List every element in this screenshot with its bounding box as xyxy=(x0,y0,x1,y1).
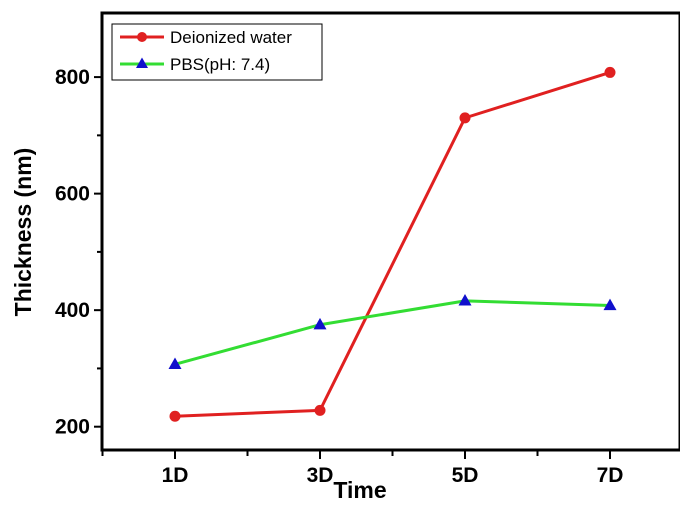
x-tick-label: 7D xyxy=(597,464,624,487)
data-point-deionized-water xyxy=(459,112,471,124)
legend-label-deionized-water: Deionized water xyxy=(170,28,292,47)
legend-marker-pbs xyxy=(136,57,148,68)
y-tick-label: 400 xyxy=(55,299,90,322)
series-line-deionized-water xyxy=(174,71,611,418)
legend: Deionized water PBS(pH: 7.4) xyxy=(111,23,323,81)
y-tick-label: 600 xyxy=(55,183,90,206)
y-tick-label: 800 xyxy=(55,66,90,89)
x-axis-title: Time xyxy=(333,477,386,503)
x-tick-label: 1D xyxy=(162,464,189,487)
series-layer xyxy=(168,66,617,422)
y-tick-label: 200 xyxy=(55,416,90,439)
series-line-pbs xyxy=(174,299,611,366)
x-tick-label: 5D xyxy=(452,464,479,487)
legend-marker-deionized-water xyxy=(137,32,147,42)
data-point-deionized-water xyxy=(604,66,616,78)
plot-frame xyxy=(100,11,680,452)
data-point-pbs xyxy=(458,294,472,306)
data-point-deionized-water xyxy=(314,404,326,416)
data-point-deionized-water xyxy=(169,410,181,422)
y-axis-title: Thickness (nm) xyxy=(10,148,36,317)
x-axis: 1D 3D 5D 7D xyxy=(101,450,624,487)
data-point-pbs xyxy=(168,357,182,369)
y-axis: 200 400 600 800 xyxy=(55,66,102,439)
legend-box xyxy=(111,23,323,81)
data-point-pbs xyxy=(603,298,617,311)
legend-label-pbs: PBS(pH: 7.4) xyxy=(170,55,270,74)
data-point-pbs xyxy=(313,317,327,330)
x-tick-label: 3D xyxy=(307,464,334,487)
